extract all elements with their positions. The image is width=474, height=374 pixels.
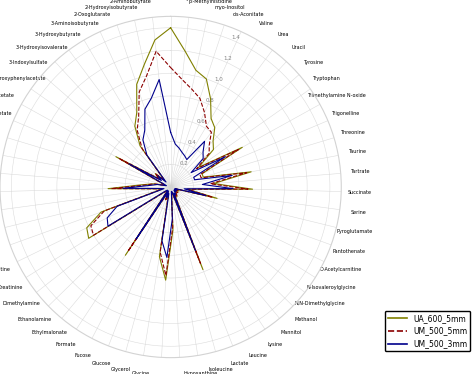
Legend: UA_600_5mm, UM_500_5mm, UM_500_3mm: UA_600_5mm, UM_500_5mm, UM_500_3mm xyxy=(385,311,470,352)
